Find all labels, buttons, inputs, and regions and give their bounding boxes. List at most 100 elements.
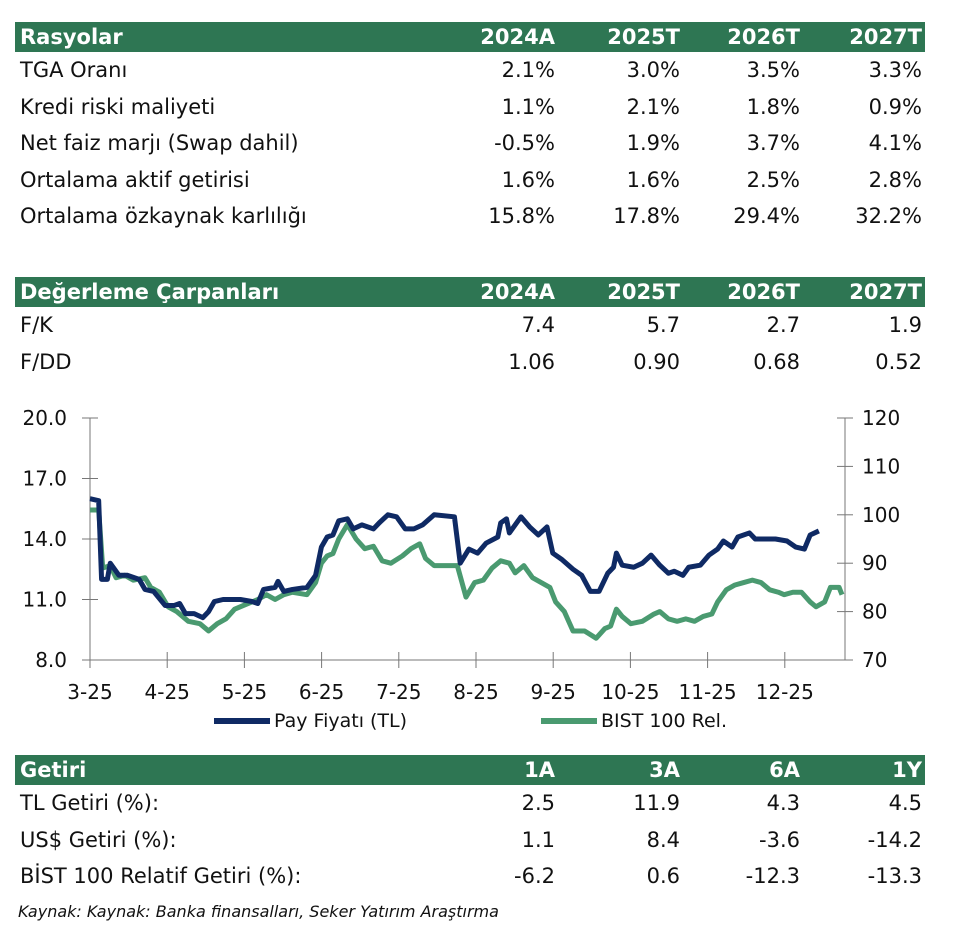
- price-chart: 20.0 17.0 14.0 11.0 8.0 120 110 100 90 80 70 3-25 4-…: [22, 406, 900, 700]
- left-tick-label: 17.0: [22, 467, 67, 491]
- value-cell: 2.1%: [501, 58, 555, 83]
- legend-swatch-price: [214, 718, 270, 724]
- value-cell: 11.9: [633, 791, 680, 816]
- value-cell: 29.4%: [733, 204, 800, 229]
- value-cell: 1.6%: [501, 167, 555, 192]
- header-cell: 2024A: [480, 280, 555, 304]
- x-tick-label: 3-25: [67, 680, 112, 700]
- header-cell: 1Y: [892, 758, 922, 782]
- value-cell: 1.1%: [501, 94, 555, 119]
- header-cell: 2025T: [607, 25, 680, 49]
- returns-table: Getiri 1A 3A 6A 1Y TL Getiri (%): 2.5 11.9 4.3 4.…: [15, 755, 925, 895]
- legend-item-bist: BIST 100 Rel.: [541, 710, 727, 732]
- x-tick-label: 8-25: [453, 680, 498, 700]
- value-cell: 3.3%: [868, 58, 922, 83]
- table-row: Kredi riski maliyeti 1.1% 2.1% 1.8% 0.9%: [15, 89, 925, 126]
- right-tick-label: 110: [862, 454, 900, 478]
- header-cell: 3A: [649, 758, 680, 782]
- value-cell: 17.8%: [613, 204, 680, 229]
- header-cell: 2026T: [727, 25, 800, 49]
- header-cell: 6A: [769, 758, 800, 782]
- legend-label: BIST 100 Rel.: [601, 710, 728, 732]
- header-cell: 2026T: [727, 280, 800, 304]
- value-cell: 1.06: [508, 349, 555, 374]
- row-label: Net faiz marjı (Swap dahil): [20, 131, 299, 156]
- right-tick-label: 120: [862, 406, 900, 430]
- value-cell: 2.7: [766, 313, 800, 338]
- table-header: Rasyolar 2024A 2025T 2026T 2027T: [15, 22, 925, 52]
- row-label: Ortalama özkaynak karlılığı: [20, 204, 307, 229]
- x-tick-label: 4-25: [145, 680, 190, 700]
- row-label: TL Getiri (%):: [20, 791, 160, 816]
- value-cell: 1.6%: [626, 167, 680, 192]
- legend-label: Pay Fiyatı (TL): [274, 710, 408, 732]
- legend-swatch-bist: [541, 718, 597, 724]
- value-cell: -14.2: [867, 827, 922, 852]
- value-cell: -0.5%: [494, 131, 555, 156]
- row-label: Kredi riski maliyeti: [20, 94, 216, 119]
- value-cell: 3.7%: [746, 131, 800, 156]
- value-cell: -12.3: [745, 864, 800, 889]
- value-cell: 4.1%: [868, 131, 922, 156]
- table-row: Ortalama özkaynak karlılığı 15.8% 17.8% 29.…: [15, 198, 925, 235]
- value-cell: 3.0%: [626, 58, 680, 83]
- value-cell: 2.5%: [746, 167, 800, 192]
- table-row: US$ Getiri (%): 1.1 8.4 -3.6 -14.2: [15, 822, 925, 859]
- value-cell: 1.9: [888, 313, 922, 338]
- value-cell: 0.68: [753, 349, 800, 374]
- x-tick-label: 10-25: [601, 680, 659, 700]
- left-tick-label: 20.0: [22, 406, 67, 430]
- header-cell: Rasyolar: [20, 25, 123, 49]
- value-cell: 4.3: [766, 791, 800, 816]
- header-cell: 2027T: [849, 25, 922, 49]
- value-cell: 15.8%: [488, 204, 555, 229]
- value-cell: 0.9%: [868, 94, 922, 119]
- value-cell: 1.1: [521, 827, 555, 852]
- header-cell: 2025T: [607, 280, 680, 304]
- right-tick-label: 90: [862, 551, 887, 575]
- row-label: F/K: [20, 313, 53, 338]
- right-tick-label: 100: [862, 503, 900, 527]
- header-cell: 2024A: [480, 25, 555, 49]
- x-tick-label: 7-25: [376, 680, 421, 700]
- right-tick-label: 80: [862, 600, 887, 624]
- value-cell: 4.5: [888, 791, 922, 816]
- value-cell: -13.3: [867, 864, 922, 889]
- table-row: TL Getiri (%): 2.5 11.9 4.3 4.5: [15, 785, 925, 822]
- value-cell: 1.9%: [626, 131, 680, 156]
- right-tick-label: 70: [862, 648, 887, 672]
- left-tick-label: 14.0: [22, 527, 67, 551]
- x-tick-label: 6-25: [299, 680, 344, 700]
- header-cell: 2027T: [849, 280, 922, 304]
- value-cell: 0.52: [875, 349, 922, 374]
- table-row: F/K 7.4 5.7 2.7 1.9: [15, 307, 925, 344]
- series-line-price: [89, 496, 820, 621]
- series-line-bist: [90, 507, 845, 641]
- row-label: US$ Getiri (%):: [20, 827, 177, 852]
- table-row: Ortalama aktif getirisi 1.6% 1.6% 2.5% 2.8%: [15, 162, 925, 199]
- table-row: TGA Oranı 2.1% 3.0% 3.5% 3.3%: [15, 52, 925, 89]
- value-cell: -3.6: [759, 827, 800, 852]
- header-cell: 1A: [524, 758, 555, 782]
- table-header: Getiri 1A 3A 6A 1Y: [15, 755, 925, 785]
- row-label: BİST 100 Relatif Getiri (%):: [20, 864, 302, 889]
- value-cell: 5.7: [646, 313, 680, 338]
- x-tick-label: 11-25: [679, 680, 737, 700]
- table-row: F/DD 1.06 0.90 0.68 0.52: [15, 344, 925, 381]
- header-cell: Değerleme Çarpanları: [20, 280, 280, 304]
- row-label: F/DD: [20, 349, 72, 374]
- table-row: BİST 100 Relatif Getiri (%): -6.2 0.6 -12.3…: [15, 858, 925, 895]
- table-header: Değerleme Çarpanları 2024A 2025T 2026T 2027T: [15, 277, 925, 307]
- footnote: Kaynak: Kaynak: Banka finansalları, Seke…: [18, 902, 499, 921]
- ratios-table: Rasyolar 2024A 2025T 2026T 2027T TGA Oranı 2.1…: [15, 22, 925, 235]
- value-cell: 2.8%: [868, 167, 922, 192]
- value-cell: -6.2: [514, 864, 555, 889]
- valuation-table: Değerleme Çarpanları 2024A 2025T 2026T 2027T…: [15, 277, 925, 380]
- value-cell: 2.5: [521, 791, 555, 816]
- value-cell: 0.6: [646, 864, 680, 889]
- value-cell: 1.8%: [746, 94, 800, 119]
- x-tick-label: 9-25: [531, 680, 576, 700]
- value-cell: 7.4: [521, 313, 555, 338]
- value-cell: 32.2%: [855, 204, 922, 229]
